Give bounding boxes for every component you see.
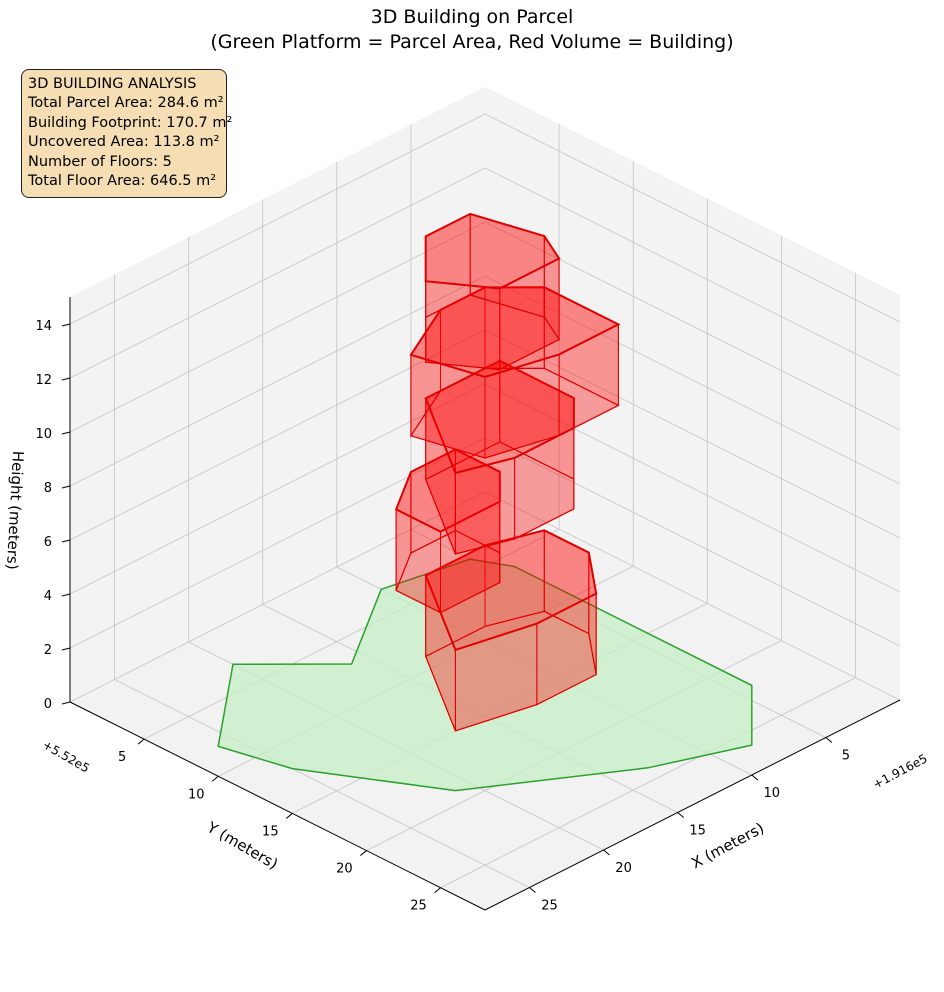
y-tick-label: 20 — [336, 862, 353, 877]
x-tick-mark — [529, 887, 536, 893]
y-tick-mark — [360, 850, 367, 856]
y-offset-label: +5.52e5 — [40, 738, 92, 776]
y-tick-mark — [137, 738, 145, 745]
info-number-of-floors: Number of Floors: 5 — [28, 153, 172, 170]
z-tick-label: 8 — [44, 481, 52, 496]
y-tick-mark — [211, 775, 219, 782]
y-tick-label: 5 — [118, 750, 126, 765]
x-tick-mark — [825, 737, 833, 743]
y-tick-mark — [286, 813, 293, 819]
z-tick-mark — [61, 701, 71, 705]
analysis-info-box: 3D BUILDING ANALYSIS Total Parcel Area: … — [21, 69, 233, 199]
floor-5 — [424, 212, 561, 371]
floor-slab-bottom — [395, 529, 501, 614]
z-gridline — [69, 113, 901, 325]
x-offset-label: +1.916e5 — [871, 751, 930, 791]
floor-3 — [424, 359, 575, 555]
z-tick-mark — [61, 323, 71, 327]
floor-slab-top — [394, 448, 501, 533]
x-tick-label: 25 — [541, 899, 558, 914]
z-tick-label: 14 — [35, 319, 52, 334]
x-tick-label: 5 — [842, 749, 850, 764]
x-tick-mark — [603, 849, 610, 856]
z-gridline — [69, 275, 901, 487]
z-tick-mark — [61, 647, 71, 651]
z-tick-label: 6 — [44, 535, 52, 550]
floor-slab-bottom — [424, 610, 597, 732]
floor-slab-top — [424, 212, 561, 290]
z-tick-label: 4 — [44, 589, 52, 604]
z-gridline — [69, 491, 901, 703]
z-gridline — [69, 167, 901, 379]
x-tick-label: 15 — [689, 824, 706, 839]
floor-slab-bottom — [425, 294, 560, 371]
z-tick-mark — [61, 377, 71, 381]
y-tick-label: 15 — [262, 824, 279, 839]
x-axis-line — [484, 699, 901, 911]
info-total-parcel-area: Total Parcel Area: 284.6 m² — [28, 95, 224, 112]
z-axis-label: Height (meters) — [3, 450, 27, 570]
y-tick-label: 25 — [410, 899, 427, 914]
axes-lines — [69, 297, 901, 911]
z-tick-mark — [61, 593, 71, 597]
left-back-pane — [70, 87, 485, 702]
z-tick-label: 2 — [44, 643, 52, 658]
chart-title-line-1: 3D Building on Parcel — [370, 6, 574, 28]
x-tick-mark — [751, 774, 759, 781]
z-tick-mark — [61, 539, 71, 543]
chart-title-line-2: (Green Platform = Parcel Area, Red Volum… — [210, 31, 734, 53]
y-tick-label: 10 — [188, 787, 205, 802]
z-tick-label: 12 — [35, 373, 52, 388]
building-volume — [394, 212, 621, 732]
z-tick-label: 0 — [44, 697, 52, 712]
floor-slab-bottom — [409, 367, 620, 459]
x-tick-label: 10 — [764, 786, 781, 801]
z-tick-mark — [61, 431, 71, 435]
floor-slab-bottom — [424, 441, 575, 555]
info-building-footprint: Building Footprint: 170.7 m² — [28, 114, 233, 131]
z-tick-label: 10 — [35, 427, 52, 442]
axes-ticks: 5 10 15 20 25 5 10 15 20 25 0 2 4 6 8 10 12 14 — [35, 319, 850, 914]
x-tick-label: 20 — [615, 861, 632, 876]
floor-2 — [394, 448, 501, 614]
y-axis-line — [69, 701, 486, 911]
info-uncovered-area: Uncovered Area: 113.8 m² — [28, 134, 220, 151]
z-gridline — [69, 221, 901, 433]
y-tick-mark — [434, 887, 441, 894]
info-heading: 3D BUILDING ANALYSIS — [28, 76, 197, 92]
info-total-floor-area: Total Floor Area: 646.5 m² — [28, 173, 217, 190]
z-tick-mark — [61, 485, 71, 489]
right-back-pane — [485, 87, 900, 700]
x-tick-mark — [677, 812, 684, 818]
